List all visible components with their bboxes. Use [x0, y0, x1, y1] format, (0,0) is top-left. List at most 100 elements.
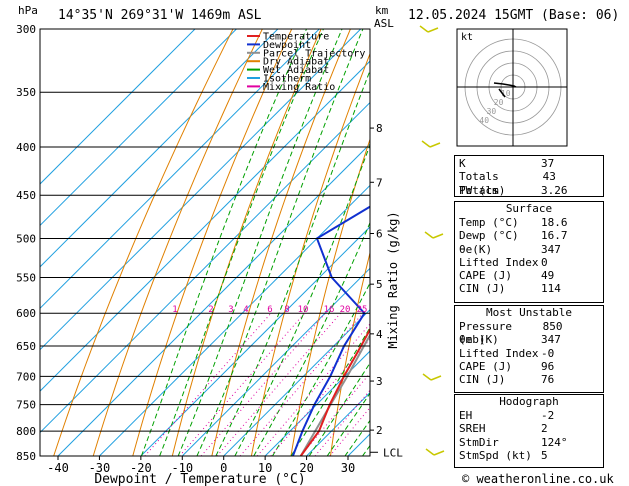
legend-label: Mixing Ratio — [263, 82, 335, 93]
mixing-ratio-label: 20 — [340, 305, 351, 315]
isotherm-line — [181, 267, 370, 456]
wet-adiabat — [272, 282, 370, 456]
wet-adiabat — [140, 29, 307, 456]
datetime-label: 12.05.2024 15GMT (Base: 06) — [408, 8, 620, 23]
surface-row: Temp (°C) 18.6 — [459, 216, 568, 229]
units-asl: ASL — [374, 17, 394, 30]
km-tick-label: 6 — [376, 227, 383, 240]
wind-barb — [429, 142, 441, 148]
pressure-tick-label: 750 — [16, 399, 36, 412]
hodograph-ring-label: 40 — [479, 116, 489, 125]
mixing-ratio-label: 3 — [228, 305, 233, 315]
dry-adiabat — [53, 29, 234, 456]
dry-adiabat — [92, 29, 263, 456]
pressure-tick-label: 400 — [16, 141, 36, 154]
temp-tick-label: 10 — [258, 461, 272, 475]
km-tick-label: 3 — [376, 375, 383, 388]
plot-frame — [39, 28, 371, 457]
temp-tick-label: 0 — [220, 461, 227, 475]
wet-adiabat — [234, 143, 370, 456]
temperature-line — [299, 327, 370, 456]
hodo-table-title: Hodograph — [499, 395, 559, 408]
mixing-ratio-line — [144, 312, 272, 456]
legend-label: Temperature — [263, 32, 329, 43]
pressure-tick-label: 550 — [16, 272, 36, 285]
isotherm-line — [140, 226, 370, 456]
pressure-tick-label: 700 — [16, 370, 36, 383]
dry-adiabat — [132, 29, 293, 456]
units-km: km — [375, 4, 389, 17]
hodograph-trace — [493, 82, 517, 88]
index-row-tt: Totals Totals 43 — [459, 170, 556, 197]
mixing-ratio-axis-label: Mixing Ratio (g/kg) — [386, 211, 400, 348]
mu-row: θe (K) 347 — [459, 333, 561, 347]
legend-label: Parcel Trajectory — [263, 48, 365, 59]
index-row-pw: PW (cm) 3.26 — [459, 183, 568, 197]
mu-title: Most Unstable — [485, 306, 573, 319]
surface-title: Surface — [505, 202, 553, 215]
wind-barb-flag — [421, 140, 431, 148]
wind-barb — [432, 233, 444, 239]
mixing-ratio-label: 25 — [357, 305, 368, 315]
km-tick-label: 7 — [376, 176, 383, 189]
mu-row: CIN (J) 76 — [459, 373, 555, 387]
hodo-row: StmDir 124° — [459, 435, 568, 449]
mixing-ratio-label: 6 — [267, 305, 272, 315]
wind-barb — [433, 450, 445, 456]
pressure-tick-label: 850 — [16, 450, 36, 463]
mixing-ratio-line — [216, 312, 341, 456]
mixing-ratio-line — [270, 338, 370, 456]
wind-barb-flag — [424, 231, 434, 239]
mixing-ratio-label: 10 — [298, 305, 309, 315]
pressure-tick-label: 650 — [16, 340, 36, 353]
hodograph-ring-label: 10 — [501, 89, 511, 98]
surface-row: Lifted Index 0 — [459, 255, 548, 269]
legend-label: Isotherm — [263, 74, 311, 85]
surface-table: Surface Temp (°C) 18.6 Dewp (°C) 16.7 θe(K… — [454, 201, 604, 303]
hodograph-table: Hodograph EH -2 SREH 2 StmDir 124° StmSpd (… — [454, 394, 604, 468]
mixing-ratio-label: 16 — [324, 305, 335, 315]
temp-tick-label: 30 — [341, 461, 355, 475]
temp-tick-label: 20 — [299, 461, 313, 475]
indices-table: K 37 Totals Totals 43 PW (cm) 3.26 — [454, 155, 604, 197]
mu-row: CAPE (J) 96 — [459, 359, 555, 373]
mixing-ratio-line — [200, 312, 326, 456]
wet-adiabat — [253, 221, 370, 456]
isotherm-line — [264, 350, 370, 456]
dry-adiabat — [211, 29, 351, 456]
isotherm-line — [40, 29, 279, 268]
mixing-ratio-line — [314, 389, 370, 456]
temp-tick-label: -30 — [89, 461, 111, 475]
legend-label: Dewpoint — [263, 40, 311, 51]
legend-label: Wet Adiabat — [263, 65, 329, 76]
mixing-ratio-label: 8 — [284, 305, 289, 315]
dry-adiabat — [330, 250, 370, 456]
parcel-trajectory-line — [299, 333, 370, 456]
mixing-ratio-label: 4 — [243, 305, 248, 315]
hodograph-unit-label: kt — [461, 32, 473, 43]
mixing-ratio-label: 2 — [208, 305, 213, 315]
temp-tick-label: -40 — [47, 461, 69, 475]
pressure-tick-label: 350 — [16, 86, 36, 99]
hodo-row: StmSpd (kt) 5 — [459, 448, 548, 462]
most-unstable-table: Most Unstable Pressure (mb) 850 θe (K) 347… — [454, 305, 604, 393]
dry-adiabat — [605, 29, 629, 456]
km-tick-label: 8 — [376, 122, 383, 135]
units-hpa: hPa — [18, 4, 38, 17]
dewpoint-line — [291, 205, 370, 456]
wet-adiabat — [215, 69, 370, 456]
wet-adiabat — [326, 392, 370, 456]
isotherm-line — [40, 29, 196, 185]
isotherm-line — [40, 101, 370, 434]
surface-row: θe(K) 347 — [459, 242, 561, 256]
mu-row: Pressure (mb) 850 — [459, 320, 563, 347]
hodo-row: SREH 2 — [459, 422, 548, 436]
isotherm-line — [40, 60, 370, 392]
temp-tick-label: -10 — [171, 461, 193, 475]
pressure-tick-label: 500 — [16, 232, 36, 245]
temp-tick-label: -20 — [130, 461, 152, 475]
km-tick-label: 4 — [376, 328, 383, 341]
isotherm-line — [99, 184, 370, 456]
pressure-tick-label: 800 — [16, 425, 36, 438]
location-label: 14°35'N 269°31'W 1469m ASL — [58, 8, 262, 23]
